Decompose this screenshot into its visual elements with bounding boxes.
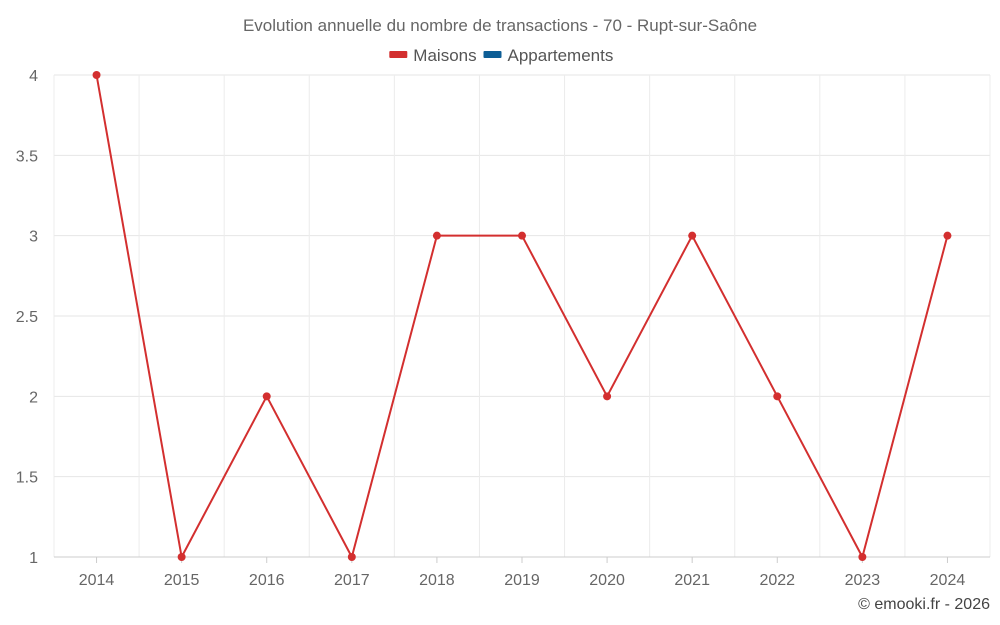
y-tick-label: 3 (29, 229, 38, 246)
x-axis: 2014 2015 2016 2017 2018 2019 2020 2021 2022 2023… (79, 557, 966, 589)
data-point[interactable] (177, 553, 186, 561)
legend: Maisons Appartements (389, 46, 613, 65)
x-tick-label: 2018 (419, 572, 455, 589)
data-point[interactable] (432, 231, 441, 240)
chart-title: Evolution annuelle du nombre de transact… (243, 16, 757, 35)
y-tick-label: 2.5 (16, 309, 38, 326)
data-point[interactable] (773, 392, 782, 401)
data-point[interactable] (943, 231, 952, 240)
data-point[interactable] (688, 231, 697, 240)
y-tick-label: 1.5 (16, 470, 38, 487)
y-tick-label: 3.5 (16, 148, 38, 165)
legend-swatch (483, 51, 502, 58)
data-point[interactable] (603, 392, 612, 401)
data-point[interactable] (347, 553, 356, 561)
credit-text: © emooki.fr - 2026 (858, 596, 990, 613)
x-tick-label: 2024 (930, 572, 966, 589)
x-tick-label: 2019 (504, 572, 540, 589)
x-tick-label: 2021 (674, 572, 710, 589)
y-tick-label: 4 (29, 68, 38, 85)
x-tick-label: 2020 (589, 572, 625, 589)
series-layer (92, 71, 952, 561)
data-point[interactable] (858, 553, 867, 561)
x-tick-label: 2015 (164, 572, 200, 589)
y-axis: 1 1.5 2 2.5 3 3.5 4 (16, 68, 38, 567)
x-tick-label: 2022 (759, 572, 795, 589)
grid (53, 74, 991, 558)
x-tick-label: 2016 (249, 572, 285, 589)
x-tick-label: 2017 (334, 572, 370, 589)
y-tick-label: 2 (29, 389, 38, 406)
data-point[interactable] (518, 231, 526, 240)
legend-label: Maisons (413, 46, 476, 65)
legend-item-appartements[interactable]: Appartements (483, 46, 614, 65)
data-point[interactable] (262, 392, 271, 401)
legend-label: Appartements (508, 46, 614, 65)
data-point[interactable] (92, 71, 101, 79)
legend-swatch (389, 51, 408, 58)
x-tick-label: 2014 (79, 572, 115, 589)
legend-item-maisons[interactable]: Maisons (389, 46, 477, 65)
y-tick-label: 1 (29, 550, 38, 567)
x-tick-label: 2023 (845, 572, 881, 589)
